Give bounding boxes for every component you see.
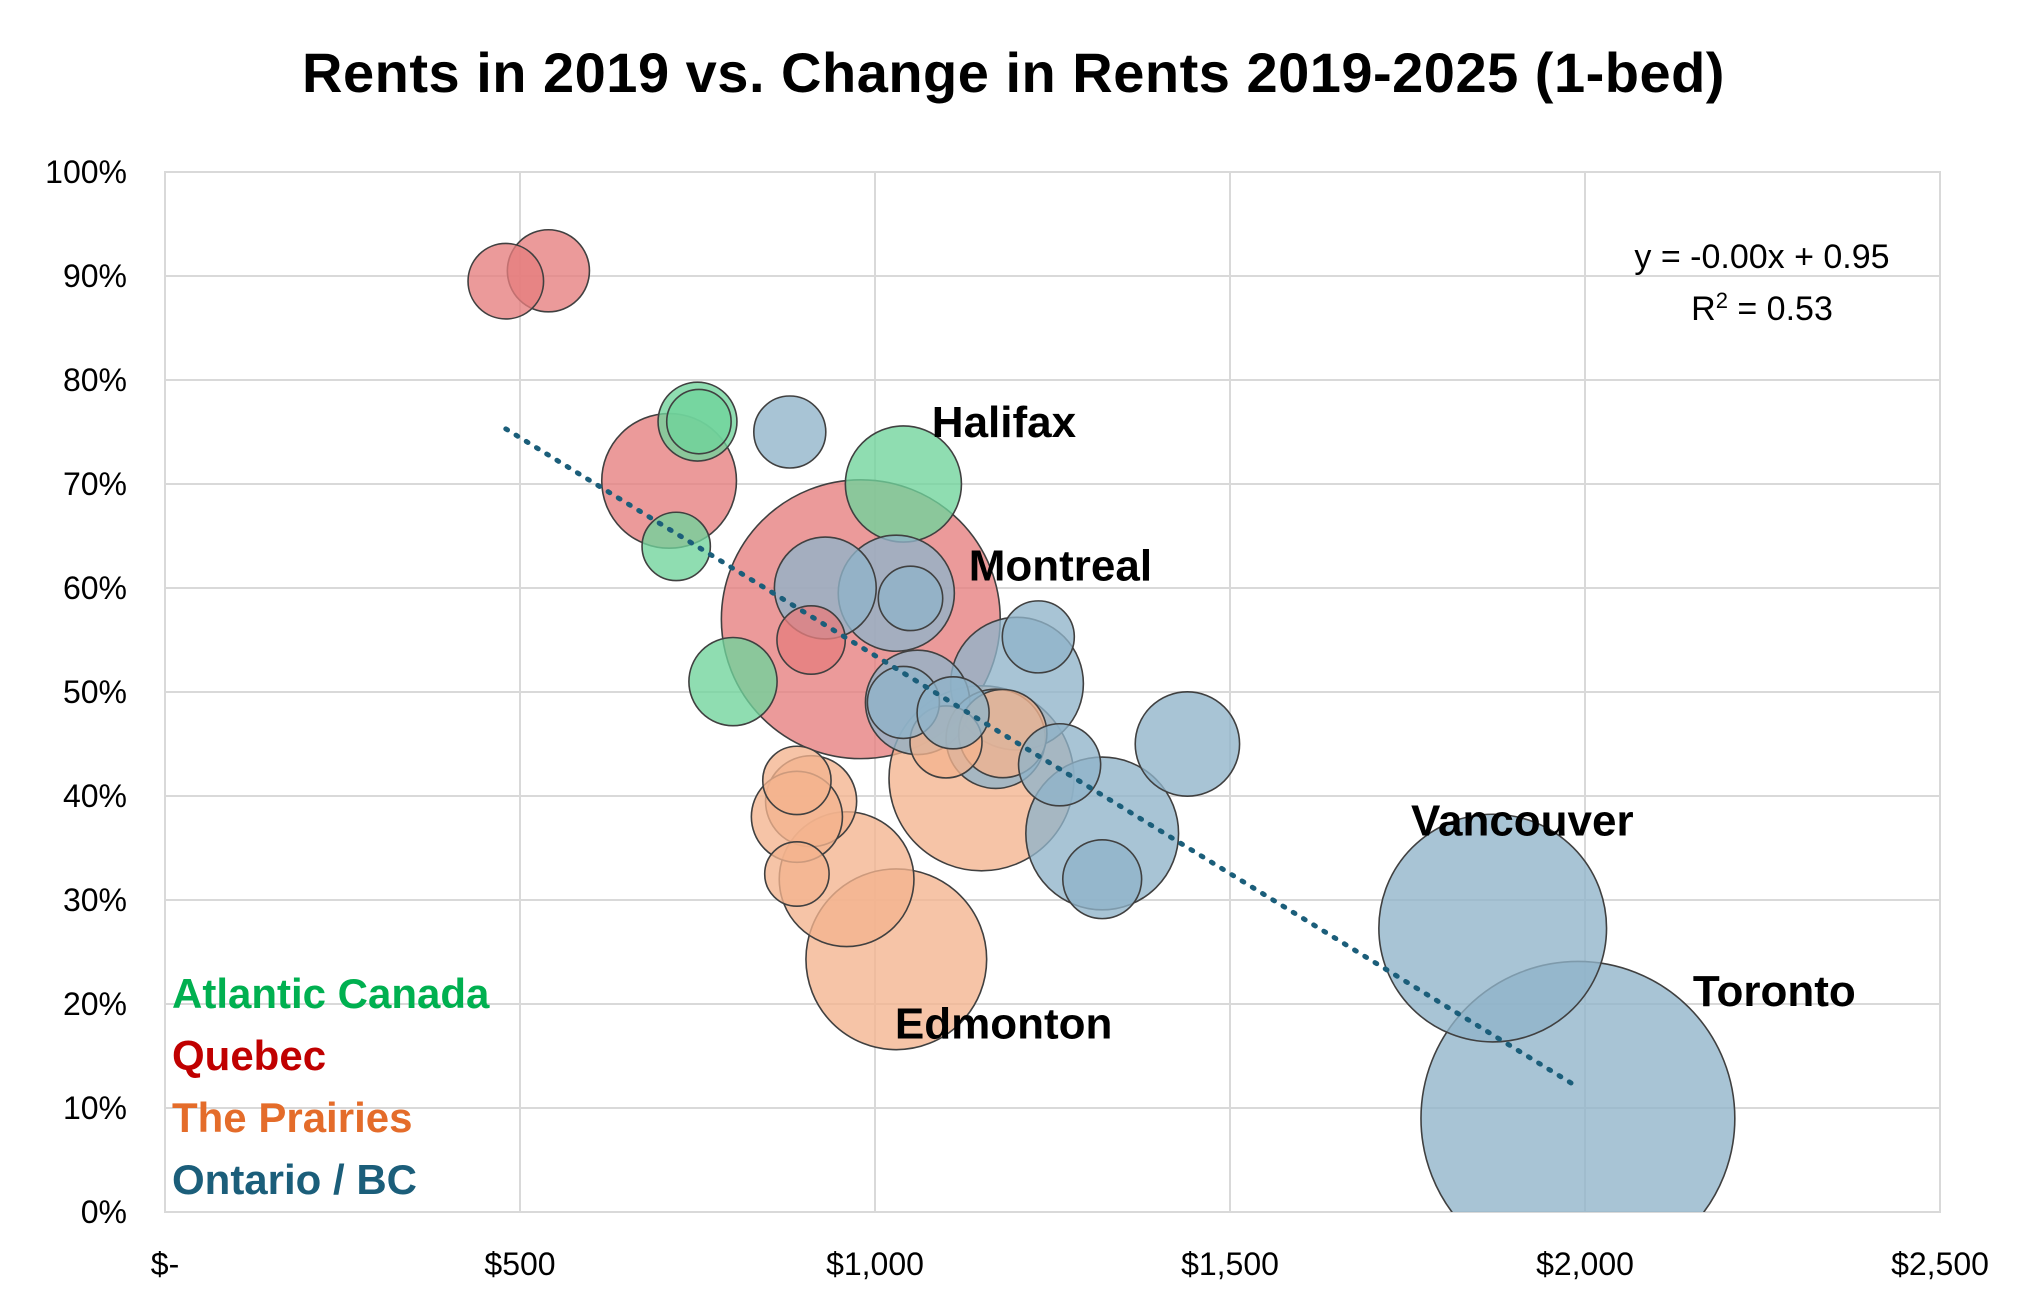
plot-area-border — [164, 171, 1941, 1213]
bubble-point — [761, 745, 832, 816]
city-label-toronto: Toronto — [1693, 967, 1856, 1016]
x-tick-label: $2,500 — [1891, 1246, 1989, 1282]
trend-layer — [503, 426, 1581, 1090]
bubble-point — [776, 605, 847, 675]
x-tick-label: $1,500 — [1181, 1246, 1279, 1282]
city-label-edmonton: Edmonton — [895, 999, 1113, 1048]
y-tick-label: 90% — [63, 258, 127, 294]
legend-item: Ontario / BC — [172, 1156, 417, 1203]
y-tick-label: 10% — [63, 1090, 127, 1126]
legend-item: The Prairies — [172, 1094, 412, 1141]
x-tick-label: $1,000 — [826, 1246, 924, 1282]
city-label-vancouver: Vancouver — [1411, 797, 1634, 846]
bubble-point — [763, 841, 830, 907]
bubble-point — [1001, 600, 1076, 674]
bubble-point — [641, 511, 712, 582]
grid-layer — [164, 171, 1941, 1213]
trendline — [503, 426, 1581, 1090]
bubble-point — [1017, 722, 1102, 807]
city-label-montreal: Montreal — [969, 542, 1152, 591]
trendline-equation: y = -0.00x + 0.95 — [1634, 238, 1889, 276]
y-tick-label: 30% — [63, 882, 127, 918]
legend-item: Quebec — [172, 1032, 326, 1079]
bubble-point — [688, 636, 778, 727]
y-tick-label: 100% — [45, 154, 127, 190]
x-tick-label: $- — [151, 1246, 179, 1282]
y-tick-label: 70% — [63, 466, 127, 502]
x-tick-label: $500 — [484, 1246, 555, 1282]
bubble-layer — [467, 228, 1736, 1212]
city-label-halifax: Halifax — [932, 398, 1077, 447]
y-tick-label: 60% — [63, 570, 127, 606]
label-layer: 0% 10% 20% 30% 40% 50% 60% 70% 80% 90% 100% $- $500 $… — [45, 154, 1989, 1282]
bubble-point — [1134, 691, 1241, 797]
bubble-point — [467, 242, 545, 320]
bubble-point — [752, 395, 827, 469]
y-tick-label: 20% — [63, 986, 127, 1022]
bubble-point — [1061, 838, 1143, 920]
r-squared: R2 = 0.53 — [1691, 288, 1833, 329]
y-tick-label: 40% — [63, 778, 127, 814]
y-tick-label: 0% — [81, 1194, 127, 1230]
y-tick-label: 50% — [63, 674, 127, 710]
y-tick-label: 80% — [63, 362, 127, 398]
bubble-point — [1378, 813, 1608, 1043]
legend-item: Atlantic Canada — [172, 970, 490, 1017]
chart-title: Rents in 2019 vs. Change in Rents 2019-2… — [302, 41, 1725, 104]
x-tick-label: $2,000 — [1536, 1246, 1634, 1282]
bubble-point — [877, 565, 944, 632]
bubble-point — [665, 388, 732, 455]
